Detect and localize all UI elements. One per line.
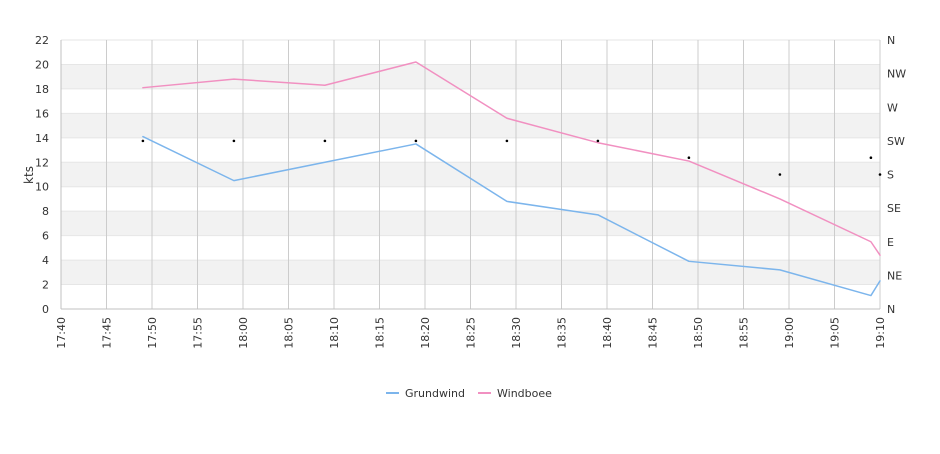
x-tick-label: 18:20 xyxy=(419,317,432,349)
y-tick-label: 20 xyxy=(35,58,49,71)
x-tick-label: 18:00 xyxy=(237,317,250,349)
y2-tick-label: SE xyxy=(887,202,901,215)
plot-grid xyxy=(60,39,881,310)
x-tick-label: 18:40 xyxy=(601,317,614,349)
y2-tick-label: NW xyxy=(887,68,906,81)
y-tick-label: 16 xyxy=(35,107,49,120)
y2-axis-labels: N NE E SE S SW W NW N xyxy=(887,34,906,316)
y-tick-label: 22 xyxy=(35,34,49,47)
legend-label-grundwind: Grundwind xyxy=(405,387,465,400)
direction-marker xyxy=(232,139,236,143)
plot-axes xyxy=(60,40,880,310)
x-tick-label: 18:05 xyxy=(283,317,296,349)
y-tick-label: 6 xyxy=(42,230,49,243)
direction-marker xyxy=(596,139,600,143)
y2-tick-label: W xyxy=(887,101,898,114)
x-tick-label: 18:55 xyxy=(738,317,751,349)
x-tick-label: 18:45 xyxy=(647,317,660,349)
x-tick-label: 18:35 xyxy=(556,317,569,349)
y-tick-label: 10 xyxy=(35,181,49,194)
direction-marker xyxy=(878,173,882,176)
y-tick-label: 4 xyxy=(42,254,49,267)
legend-label-windboee: Windboee xyxy=(497,387,552,400)
x-tick-label: 19:00 xyxy=(783,317,796,349)
x-tick-label: 19:05 xyxy=(829,317,842,349)
series-lines xyxy=(142,61,881,297)
direction-markers xyxy=(141,139,882,176)
direction-marker xyxy=(869,156,873,159)
x-tick-label: 17:50 xyxy=(146,317,159,349)
x-axis-labels: 17:40 17:45 17:50 17:55 18:00 18:05 18:10 18:15… xyxy=(55,317,887,349)
y-tick-label: 14 xyxy=(35,132,49,145)
y2-tick-label: SW xyxy=(887,135,905,148)
legend-item-grundwind[interactable]: Grundwind xyxy=(386,387,465,400)
y2-tick-label: E xyxy=(887,236,894,249)
y-tick-label: 18 xyxy=(35,83,49,96)
y-axis-title: kts xyxy=(22,166,36,184)
y-tick-label: 0 xyxy=(42,303,49,316)
y2-tick-label: NE xyxy=(887,269,902,282)
x-tick-label: 17:40 xyxy=(55,317,68,349)
legend: Grundwind Windboee xyxy=(386,387,552,400)
y-tick-label: 8 xyxy=(42,205,49,218)
direction-marker xyxy=(414,139,418,143)
x-tick-label: 18:30 xyxy=(510,317,523,349)
y2-tick-label: N xyxy=(887,303,895,316)
x-tick-label: 17:55 xyxy=(192,317,205,349)
legend-item-windboee[interactable]: Windboee xyxy=(478,387,552,400)
x-tick-label: 18:15 xyxy=(374,317,387,349)
series-line-grundwind xyxy=(142,135,881,297)
series-line-windboee xyxy=(142,61,881,256)
x-tick-label: 18:50 xyxy=(692,317,705,349)
y2-tick-label: N xyxy=(887,34,895,47)
y-tick-label: 12 xyxy=(35,156,49,169)
direction-marker xyxy=(505,139,509,143)
x-tick-label: 18:10 xyxy=(328,317,341,349)
direction-marker xyxy=(141,139,145,143)
x-tick-label: 19:10 xyxy=(874,317,887,349)
x-tick-label: 17:45 xyxy=(101,317,114,349)
y2-tick-label: S xyxy=(887,169,894,182)
direction-marker xyxy=(323,139,327,143)
y-tick-label: 2 xyxy=(42,279,49,292)
direction-marker xyxy=(778,173,782,176)
x-tick-label: 18:25 xyxy=(465,317,478,349)
y-axis-labels: 0 2 4 6 8 10 12 14 16 18 20 22 xyxy=(35,34,49,316)
direction-marker xyxy=(687,156,691,159)
